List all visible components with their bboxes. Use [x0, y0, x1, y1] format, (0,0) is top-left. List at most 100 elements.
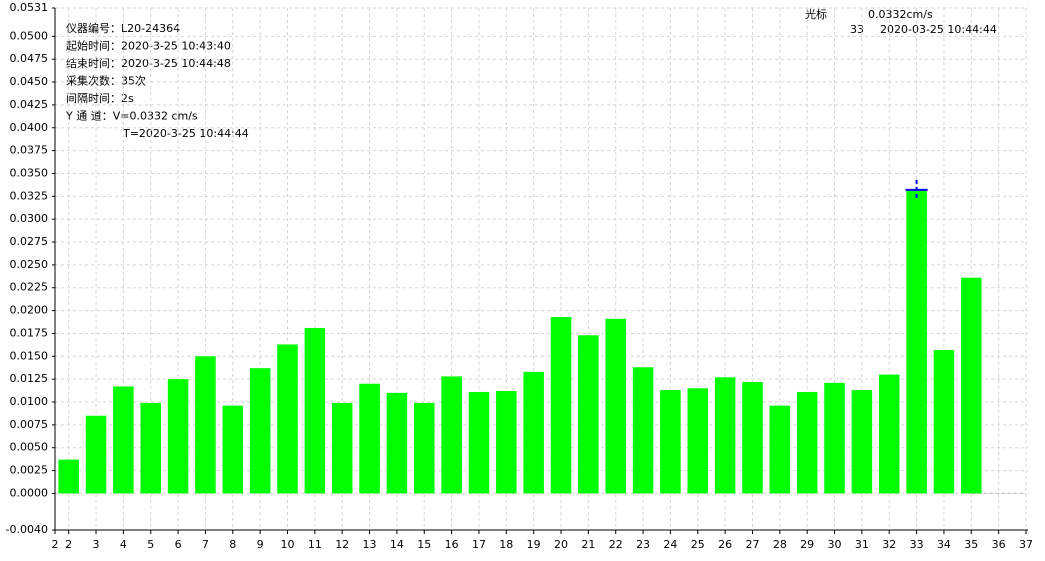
y-tick-label: 0.0025: [10, 464, 49, 477]
info-line: Y 通 道：V=0.0332 cm/s: [65, 109, 198, 123]
cursor-time: 2020-03-25 10:44:44: [880, 23, 997, 36]
x-tick-label: 15: [417, 538, 431, 551]
x-tick-label: 10: [280, 538, 294, 551]
y-tick-label: -0.0040: [6, 523, 48, 536]
bar: [249, 368, 271, 494]
bar: [277, 344, 298, 494]
bar: [632, 367, 654, 494]
y-tick-label: 0.0275: [10, 235, 49, 248]
x-tick-label: 21: [581, 538, 595, 551]
y-tick-label: 0.0050: [10, 441, 49, 454]
x-tick-label: 6: [175, 538, 182, 551]
bar: [878, 374, 900, 494]
y-tick-label: 0.0075: [10, 418, 49, 431]
y-tick-label: 0.0150: [10, 349, 49, 362]
x-tick-label: 13: [363, 538, 377, 551]
y-tick-label: 0.0325: [10, 189, 49, 202]
x-tick-label: 19: [527, 538, 541, 551]
bar: [769, 405, 791, 494]
bar: [824, 382, 845, 494]
y-tick-label: 0.0531: [10, 1, 49, 14]
bar: [304, 327, 326, 494]
x-tick-label: 32: [882, 538, 896, 551]
x-tick-label: 37: [1019, 538, 1033, 551]
bar: [58, 459, 79, 494]
cursor-label: 光标: [805, 7, 827, 21]
bar: [496, 391, 517, 494]
x-tick-label: 26: [718, 538, 732, 551]
y-tick-label: 0.0175: [10, 326, 49, 339]
x-tick-label: 29: [800, 538, 814, 551]
x-tick-label: 11: [308, 538, 322, 551]
bar: [578, 335, 599, 494]
info-line: 采集次数：35次: [66, 74, 146, 88]
info-line: 起始时间：2020-3-25 10:43:40: [66, 39, 231, 53]
bar: [386, 392, 408, 494]
x-tick-label: 24: [663, 538, 677, 551]
bar: [85, 415, 107, 494]
bar: [714, 377, 736, 494]
x-tick-label: 31: [855, 538, 869, 551]
bar: [906, 189, 927, 494]
y-tick-label: 0.0200: [10, 304, 49, 317]
y-tick-label: 0.0475: [10, 52, 49, 65]
x-tick-label: 2: [65, 538, 72, 551]
info-block: 仪器编号：L20-24364起始时间：2020-3-25 10:43:40结束时…: [65, 21, 249, 140]
y-tick-label: 0.0125: [10, 372, 49, 385]
x-tick-label: 28: [773, 538, 787, 551]
x-tick-label: 30: [828, 538, 842, 551]
bar: [195, 356, 216, 494]
bar: [413, 402, 435, 494]
cursor-reading: 0.0332cm/s: [868, 8, 933, 21]
bar: [140, 402, 161, 494]
info-line: 间隔时间：2s: [66, 92, 134, 105]
y-tick-label: 0.0375: [10, 144, 49, 157]
x-tick-label: 4: [120, 538, 127, 551]
bar: [933, 349, 955, 494]
bar: [660, 390, 681, 494]
y-tick-label: 0.0500: [10, 29, 49, 42]
x-tick-label: 22: [609, 538, 623, 551]
bar: [550, 316, 572, 494]
y-tick-label: 0.0000: [10, 486, 49, 499]
x-tick-label: 3: [93, 538, 100, 551]
x-tick-label: 18: [499, 538, 513, 551]
x-tick-label: 27: [745, 538, 759, 551]
x-tick-label: 20: [554, 538, 568, 551]
info-line: T=2020-3-25 10:44:44: [122, 127, 249, 140]
x-tick-label: 35: [964, 538, 978, 551]
x-tick-label: 16: [445, 538, 459, 551]
y-tick-label: 0.0100: [10, 395, 49, 408]
y-tick-label: 0.0250: [10, 258, 49, 271]
x-tick-label: 17: [472, 538, 486, 551]
info-line: 结束时间：2020-3-25 10:44:48: [66, 57, 231, 70]
cursor-marker: [905, 179, 928, 200]
y-tick-label: 0.0225: [10, 281, 49, 294]
bar: [167, 379, 189, 494]
bar: [222, 405, 244, 494]
bar: [605, 318, 626, 494]
y-tick-label: 0.0400: [10, 121, 49, 134]
bar: [796, 391, 818, 494]
x-tick-label: 33: [910, 538, 924, 551]
x-tick-label: 34: [937, 538, 951, 551]
x-tick-label: 5: [147, 538, 154, 551]
y-tick-label: 0.0425: [10, 98, 49, 111]
x-tick-label: 7: [202, 538, 209, 551]
x-tick-label: 36: [992, 538, 1006, 551]
bar: [331, 402, 353, 494]
bar: [359, 383, 380, 494]
bar: [961, 277, 982, 494]
x-tick-label: 14: [390, 538, 404, 551]
x-tick-label: 23: [636, 538, 650, 551]
bar: [523, 371, 544, 494]
bar: [742, 381, 763, 494]
bar: [468, 391, 490, 494]
y-tick-label: 0.0450: [10, 75, 49, 88]
x-tick-label: 12: [335, 538, 349, 551]
bar: [687, 388, 709, 494]
bar: [113, 386, 134, 494]
y-tick-label: 0.0350: [10, 166, 49, 179]
